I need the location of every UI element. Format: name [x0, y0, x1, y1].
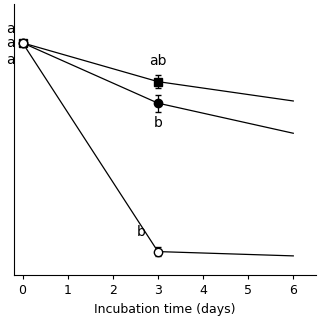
Text: b: b: [154, 116, 162, 130]
Text: ab: ab: [149, 54, 167, 68]
Text: b: b: [137, 225, 146, 239]
X-axis label: Incubation time (days): Incubation time (days): [94, 303, 236, 316]
Text: a: a: [6, 22, 14, 36]
Text: a: a: [6, 52, 14, 67]
Text: a: a: [6, 36, 14, 50]
